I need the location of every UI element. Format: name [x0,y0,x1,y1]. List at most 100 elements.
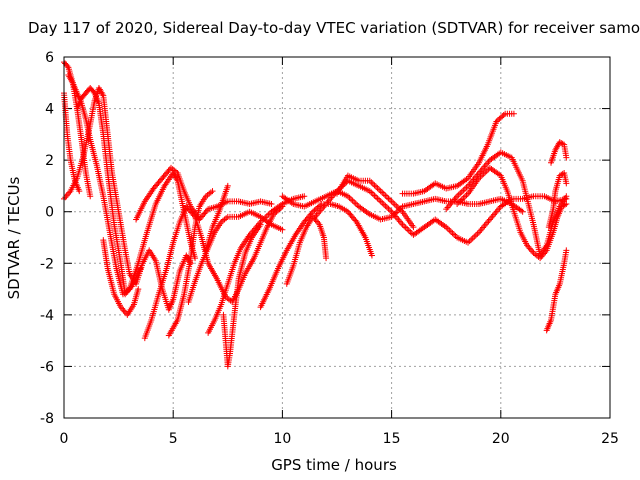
data-point [62,194,69,201]
data-point [379,189,386,196]
data-point [87,193,94,200]
data-point [373,193,379,200]
x-tick-label: 15 [383,431,401,447]
data-point [257,221,264,228]
series-arc-15 [283,213,330,287]
x-tick-label: 20 [492,431,510,447]
data-point [388,198,395,205]
data-point [76,188,83,195]
data-point [561,201,568,208]
data-point [379,199,386,206]
series-arc-23 [545,170,570,231]
data-point [382,192,389,199]
y-tick-label: -4 [40,308,54,324]
data-point [368,179,375,186]
data-point [376,186,383,193]
data-point [472,232,479,239]
data-point [510,110,517,117]
x-axis-label: GPS time / hours [271,456,397,474]
data-point [463,184,470,191]
data-point [374,185,381,192]
data-point [369,191,376,198]
data-point [563,200,570,207]
data-point [496,115,503,122]
data-point [387,207,394,214]
data-point [497,114,504,121]
data-point [63,192,70,199]
x-tick-label: 0 [60,431,69,447]
data-point [402,224,409,231]
data-point [351,199,358,206]
series-arc-6 [100,237,142,318]
data-point [463,192,470,199]
series-arc-20 [443,149,570,259]
data-point [457,190,464,197]
series-arc-18 [334,172,417,231]
data-point [461,185,468,192]
data-point [371,192,378,199]
data-point [446,227,453,234]
data-point [559,140,566,147]
data-point [371,182,378,189]
data-point [377,198,384,205]
y-tick-label: -8 [40,411,54,427]
data-point [209,188,216,195]
data-point [301,193,308,200]
data-series [61,59,570,370]
data-point [309,208,316,215]
data-point [391,201,398,208]
data-point [64,63,71,70]
data-point [474,230,481,237]
data-point [373,183,379,190]
y-tick-label: 6 [45,50,54,66]
data-point [461,193,468,200]
data-point [383,204,390,211]
y-tick-label: 2 [45,153,54,169]
series-arc-9 [165,188,216,339]
y-tick-label: -2 [40,256,54,272]
series-arc-14 [257,200,375,311]
data-point [315,203,322,210]
x-tick-label: 10 [273,431,291,447]
data-point [385,205,392,212]
data-point [563,180,570,187]
data-point [404,226,411,233]
x-tick-label: 5 [169,431,178,447]
series-arc-12 [220,221,264,370]
series-arc-7 [133,164,275,223]
data-point [410,224,417,231]
data-point [380,191,387,198]
data-point [449,230,456,237]
data-point [405,227,412,234]
data-point [500,112,507,119]
data-point [385,195,392,202]
data-point [311,207,318,214]
series-arc-5 [74,84,144,298]
data-point [265,211,272,218]
data-point [308,210,315,217]
y-tick-label: 0 [45,205,54,221]
data-point [382,202,389,209]
data-point [460,187,467,194]
series-arc-19 [399,110,517,197]
axis-ticks: 0 5 10 15 20 25 -8 -6 -4 -2 0 2 4 6 [40,50,619,447]
data-point [190,212,197,219]
data-point [529,248,536,255]
data-point [352,217,359,224]
data-point [64,191,71,198]
data-point [135,286,142,293]
data-point [314,204,321,211]
data-point [458,188,465,195]
series-arc-22 [543,247,570,334]
data-point [90,88,97,95]
data-point [279,226,286,233]
data-point [376,196,383,203]
series-arc-24 [548,139,570,166]
data-point [401,223,408,230]
y-tick-label: 4 [45,102,54,118]
data-point [368,252,375,259]
data-point [527,246,534,253]
data-point [471,233,478,240]
data-point [469,235,476,242]
